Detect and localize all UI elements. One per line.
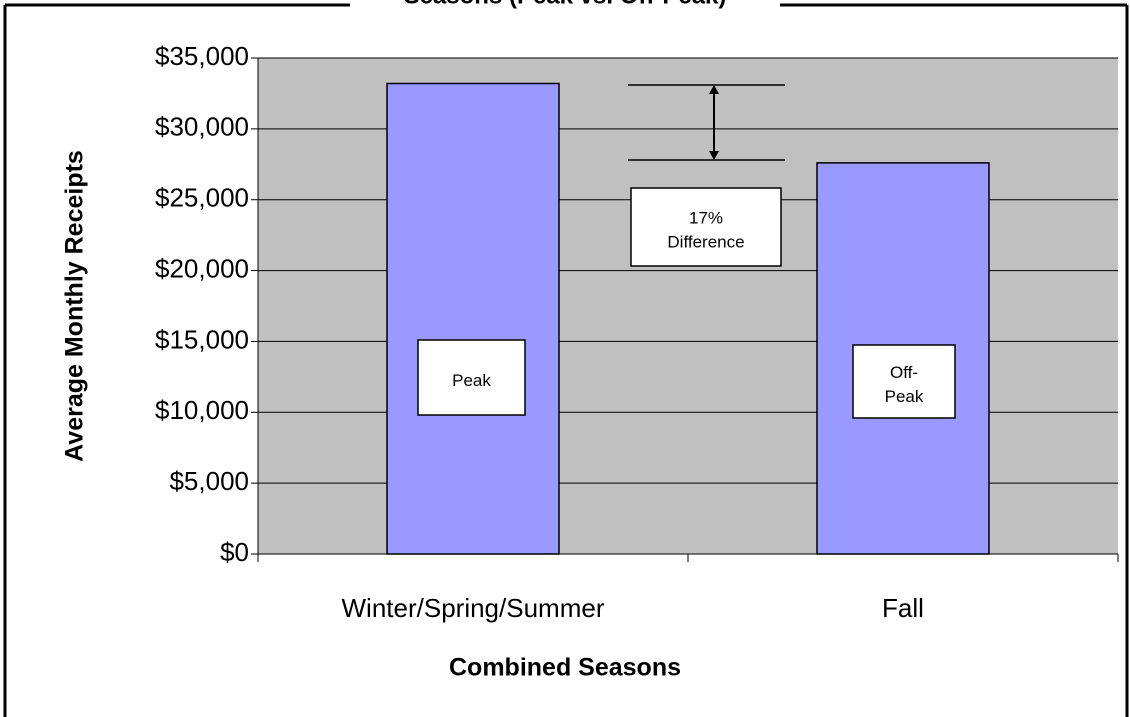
chart-title: Seasons (Peak vs. Off-Peak): [404, 0, 727, 9]
annotation-box: [417, 339, 526, 416]
annotation-text: 17%: [689, 208, 723, 227]
annotation-text: Peak: [885, 387, 924, 406]
arrow-heads: [709, 85, 719, 160]
annotation-text: Peak: [452, 371, 491, 390]
annotation-box: [852, 344, 956, 419]
y-tick-label: $20,000: [155, 253, 249, 283]
annotation-text: Difference: [667, 232, 744, 251]
difference-marker: [628, 84, 785, 161]
x-tick-label: Winter/Spring/Summer: [342, 593, 605, 623]
annotation-box: [630, 187, 782, 267]
x-tick-label: Fall: [882, 593, 924, 623]
x-axis-title: Combined Seasons: [449, 654, 681, 682]
y-axis-title: Average Monthly Receipts: [61, 150, 89, 462]
bar: [386, 82, 560, 555]
y-tick-label: $25,000: [155, 183, 249, 213]
annotation-text: Off-: [890, 363, 918, 382]
y-tick-label: $35,000: [155, 41, 249, 71]
title-background: [350, 0, 780, 10]
plot: $0 $5,000 $10,000 $15,000 $20,000 $25,000 $30,…: [155, 41, 1119, 623]
y-tick-label: $15,000: [155, 324, 249, 354]
y-tick-label: $0: [220, 537, 249, 567]
y-tick-label: $5,000: [169, 466, 249, 496]
y-tick-label: $30,000: [155, 112, 249, 142]
y-tick-label: $10,000: [155, 395, 249, 425]
